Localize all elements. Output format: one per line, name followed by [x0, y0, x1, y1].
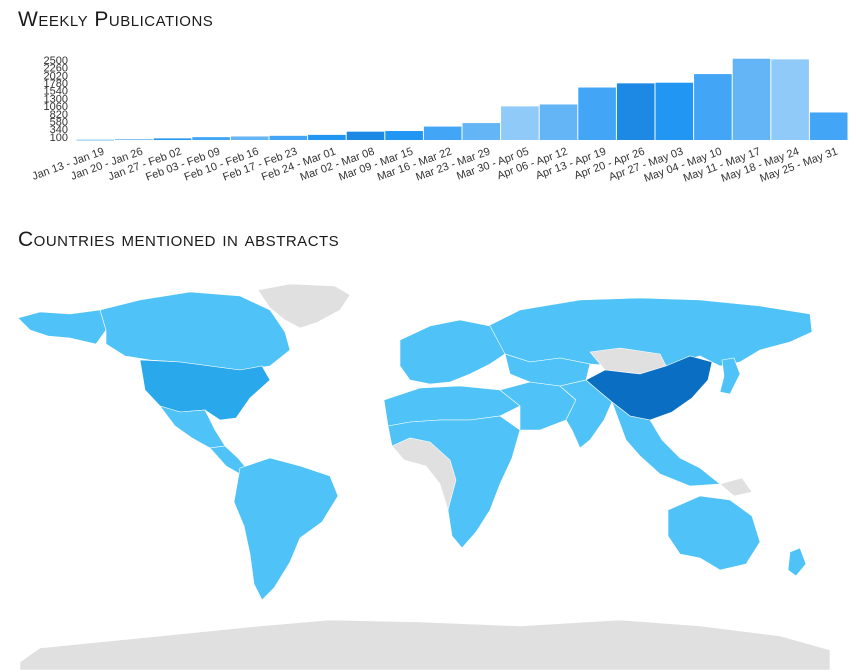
map-background-regions [19, 283, 831, 671]
bar[interactable] [153, 138, 192, 140]
bar[interactable] [616, 83, 655, 140]
bar[interactable] [192, 137, 230, 140]
weekly-publications-bar-chart: 1003405808201060130015401780202022602500… [31, 55, 848, 185]
y-tick-label: 2260 [44, 63, 68, 75]
bar[interactable] [501, 106, 539, 140]
region-south-america[interactable] [233, 457, 339, 601]
region-new-zealand[interactable] [787, 547, 807, 577]
map-countries [17, 291, 807, 601]
y-tick-label: 1060 [44, 101, 68, 113]
y-tick-label: 2020 [44, 70, 68, 82]
region-alaska[interactable] [17, 309, 107, 345]
y-tick-label: 100 [50, 132, 68, 144]
y-tick-label: 1540 [44, 86, 68, 98]
y-tick-label: 340 [50, 124, 68, 136]
y-tick-label: 1780 [44, 78, 68, 90]
y-tick-label: 820 [50, 109, 68, 121]
y-tick-label: 2500 [44, 55, 68, 67]
bar[interactable] [809, 112, 848, 140]
bars-group [76, 58, 848, 141]
chart-title: Weekly Publications [18, 8, 214, 31]
region-australia[interactable] [667, 495, 761, 571]
region-greenland[interactable] [257, 283, 351, 329]
bar[interactable] [115, 139, 153, 140]
bar[interactable] [694, 74, 732, 140]
region-canada[interactable] [99, 291, 291, 371]
bar[interactable] [655, 82, 694, 140]
region-africa-unknown [391, 437, 457, 512]
map-title: Countries mentioned in abstracts [18, 228, 340, 251]
world-choropleth-map[interactable] [0, 270, 856, 672]
bar[interactable] [308, 134, 346, 140]
bar[interactable] [230, 136, 269, 140]
region-europe[interactable] [399, 319, 506, 385]
bar[interactable] [539, 104, 578, 140]
bar[interactable] [578, 87, 616, 140]
bar[interactable] [732, 58, 771, 140]
bar[interactable] [385, 131, 423, 140]
bar[interactable] [76, 139, 115, 141]
bar[interactable] [269, 135, 308, 140]
bar[interactable] [346, 131, 385, 140]
region-japan[interactable] [719, 357, 741, 395]
region-antarctica [19, 619, 831, 671]
region-southeast-asia[interactable] [611, 401, 721, 487]
bar[interactable] [771, 59, 809, 140]
bar[interactable] [462, 123, 501, 140]
y-tick-label: 580 [50, 116, 68, 128]
y-tick-label: 1300 [44, 93, 68, 105]
bar[interactable] [423, 126, 462, 140]
region-papua [719, 477, 753, 497]
